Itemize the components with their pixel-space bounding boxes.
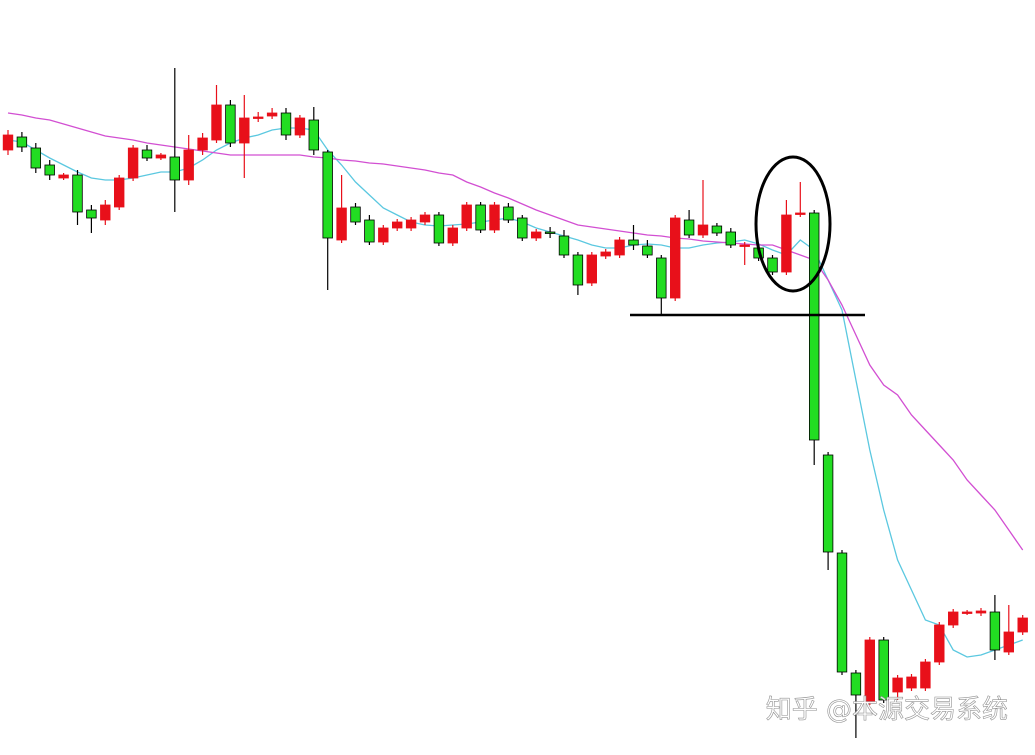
candle-body: [378, 227, 389, 243]
candle-body: [155, 154, 167, 159]
candle-body: [58, 174, 69, 179]
candle-body: [822, 454, 834, 553]
candle-body: [252, 116, 264, 119]
candle-body: [600, 251, 611, 257]
candle-body: [614, 239, 625, 256]
highlight-ellipse: [754, 155, 832, 293]
candle-body: [892, 677, 903, 693]
candle-body: [683, 219, 695, 236]
candle-body: [628, 239, 639, 246]
candle-body: [795, 212, 806, 215]
candle-body: [948, 611, 959, 626]
candle-body: [781, 214, 792, 273]
candle-body: [225, 104, 236, 144]
candle-body: [127, 147, 139, 179]
candle-body: [739, 244, 750, 247]
candle-body: [114, 177, 125, 208]
candle-body: [239, 117, 250, 144]
candle-body: [72, 174, 83, 213]
candle-body: [503, 206, 514, 221]
candle-body: [461, 204, 472, 229]
candle-body: [169, 156, 181, 181]
candle-body: [405, 219, 417, 229]
candle-body: [725, 231, 737, 246]
candle-body: [961, 611, 973, 614]
candle-body: [44, 164, 55, 176]
candle-body: [517, 217, 528, 239]
candle-body: [864, 639, 876, 703]
candle-body: [489, 204, 500, 231]
candle-body: [100, 204, 111, 221]
candle-body: [544, 231, 556, 234]
candle-body: [809, 212, 820, 441]
candle-body: [391, 221, 403, 229]
candle-body: [433, 214, 445, 244]
candle-body: [697, 224, 709, 236]
watermark: 知乎 @本源交易系统: [766, 695, 1008, 725]
candle-body: [767, 257, 778, 273]
candle-body: [86, 209, 97, 219]
candle-body: [30, 147, 42, 169]
candle-body: [558, 235, 570, 256]
candle-body: [920, 661, 931, 689]
candle-body: [572, 254, 584, 286]
candle-body: [850, 672, 862, 696]
candle-body: [322, 151, 333, 239]
candle-body: [531, 231, 542, 239]
candle-body: [2, 134, 14, 151]
candle-body: [1017, 617, 1028, 633]
candle-body: [711, 225, 723, 234]
candle-body: [656, 257, 667, 299]
candle-body: [878, 639, 889, 701]
candle-body: [211, 104, 222, 141]
candle-body: [975, 610, 987, 614]
moving-average-line: [7, 112, 1024, 551]
candle-body: [586, 254, 598, 284]
candle-body: [934, 624, 945, 663]
candle-body: [475, 204, 486, 231]
candle-body: [336, 207, 347, 241]
candle-body: [989, 611, 1001, 651]
candle-body: [906, 676, 917, 689]
candle-body: [364, 219, 375, 243]
candle-body: [836, 552, 848, 673]
candle-body: [308, 119, 320, 151]
candle-body: [1003, 631, 1015, 653]
candle-body: [294, 117, 306, 136]
candle-body: [447, 227, 459, 244]
candle-body: [419, 214, 431, 223]
candles: [2, 68, 1028, 738]
candle-body: [280, 112, 292, 136]
candle-body: [266, 112, 278, 117]
candle-body: [670, 217, 681, 299]
candle-body: [350, 206, 361, 223]
candle-body: [141, 149, 153, 159]
candle-body: [183, 149, 194, 181]
candle-body: [642, 245, 653, 256]
candle-body: [197, 137, 208, 151]
candle-body: [16, 136, 28, 148]
